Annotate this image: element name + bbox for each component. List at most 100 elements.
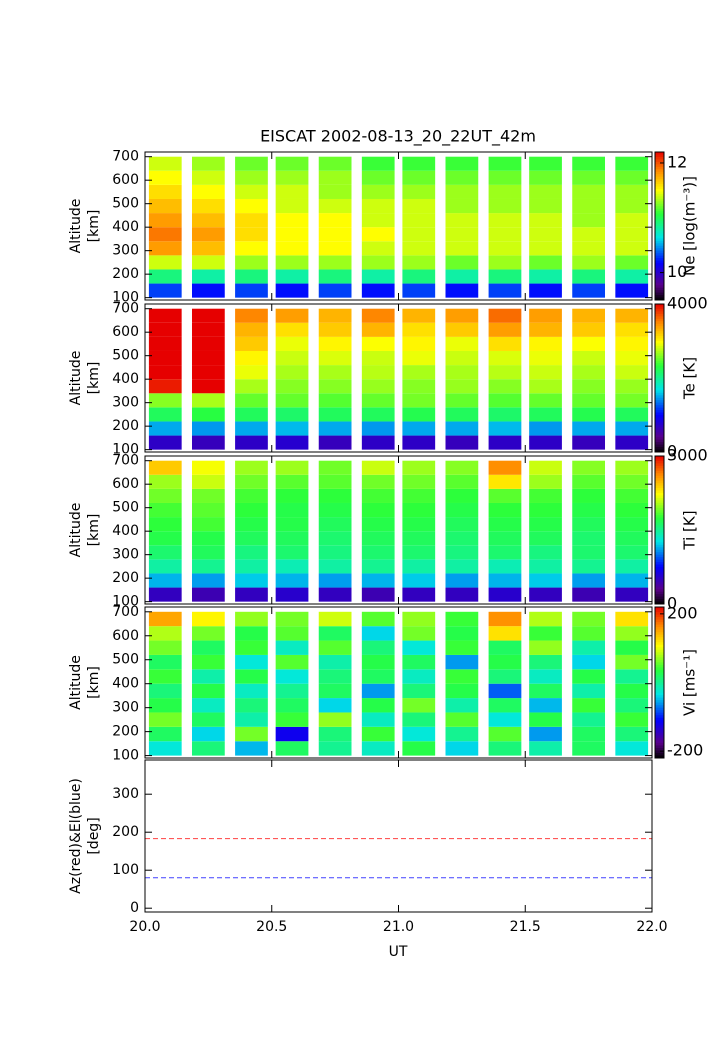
heatmap-cell [361,669,395,684]
heatmap-cell [361,198,395,214]
colorbar-swatch [655,589,664,593]
heatmap-cell [235,698,268,713]
heatmap-cell [148,379,182,394]
colorbar-swatch [655,672,664,676]
heatmap-cell [148,698,182,713]
colorbar-swatch [655,353,664,357]
heatmap-cell [361,227,395,242]
heatmap-cell [445,407,479,422]
colorbar-swatch [655,544,664,548]
heatmap-cell [445,698,479,713]
heatmap-cell [191,407,225,422]
heatmap-cell [318,488,352,503]
colorbar-tick-label: 200 [667,603,698,622]
colorbar-swatch [655,370,664,374]
heatmap-cell [529,559,562,574]
colorbar-swatch [655,181,664,185]
colorbar-swatch [655,586,664,590]
heatmap-cell [615,435,649,450]
heatmap-cell [615,156,649,171]
colorbar-frame [654,606,665,759]
colorbar-swatch [655,622,664,626]
colorbar-swatch [655,485,664,489]
heatmap-cell [488,545,522,560]
heatmap-cell [445,269,479,284]
heatmap-cell [572,379,606,394]
heatmap-cell [191,184,225,199]
heatmap-cell [615,640,649,655]
colorbar-swatch [655,497,664,501]
heatmap-cell [445,545,479,560]
heatmap-cell [318,474,352,489]
heatmap-cell [318,170,352,185]
colorbar-swatch [655,542,664,546]
heatmap-cell [148,573,182,588]
x-tick-label: 22.0 [636,919,667,935]
colorbar-swatch [655,311,664,315]
heatmap-cell [191,336,225,351]
heatmap-cell [361,611,395,627]
colorbar-swatch [655,465,664,469]
heatmap-cell [148,654,182,670]
colorbar-swatch [655,649,664,653]
heatmap-cell [488,654,522,670]
heatmap-cell [235,545,268,560]
heatmap-cell [275,640,309,655]
heatmap-cell [361,241,395,256]
heatmap-cell [235,170,268,185]
heatmap-cell [148,611,182,627]
heatmap-cell [445,488,479,503]
heatmap-cell [148,712,182,727]
heatmap-cell [318,531,352,546]
heatmap-cell [402,587,436,602]
colorbar-frame [654,303,665,453]
heatmap-cell [488,241,522,256]
heatmap-cell [235,407,268,422]
colorbar-swatch [655,579,664,583]
heatmap-cell [318,269,352,284]
heatmap-cell [235,283,268,298]
colorbar-swatch [655,557,664,561]
x-tick-label: 20.0 [129,919,160,935]
heatmap-cell [235,726,268,742]
heatmap-cell [529,573,562,588]
heatmap-cell [529,227,562,242]
heatmap-cell [572,350,606,366]
y-tick-label: 700 [112,301,139,317]
heatmap-cell [615,502,649,518]
heatmap-cell [488,379,522,394]
colorbar-swatch [655,277,664,281]
heatmap-cell [402,640,436,655]
heatmap-cell [361,421,395,436]
colorbar-swatch [655,505,664,509]
heatmap-cell [572,683,606,699]
x-axis-label: UT [389,944,408,960]
heatmap-cell [191,726,225,742]
heatmap-cell [235,460,268,475]
colorbar-swatch [655,245,664,249]
heatmap-cell [318,626,352,641]
heatmap-cell [191,626,225,641]
heatmap-cell [402,336,436,351]
heatmap-cell [148,308,182,323]
heatmap-cell [488,741,522,756]
heatmap-cell [529,435,562,450]
heatmap-cell [361,587,395,602]
heatmap-cell [402,741,436,756]
colorbar-swatch [655,255,664,259]
x-tick-label: 20.5 [256,919,287,935]
colorbar-swatch [655,470,664,474]
colorbar-swatch [655,228,664,232]
heatmap-cell [361,531,395,546]
heatmap-cell [615,283,649,298]
colorbar-swatch [655,735,664,739]
colorbar-label: Vi [ms⁻¹] [681,649,699,716]
heatmap-cell [275,626,309,641]
heatmap-cell [529,365,562,380]
heatmap-cell [275,365,309,380]
colorbar-swatch [655,265,664,269]
heatmap-cell [361,350,395,366]
heatmap-cell [318,350,352,366]
colorbar-swatch [655,725,664,729]
y-tick-label: 100 [112,748,139,764]
